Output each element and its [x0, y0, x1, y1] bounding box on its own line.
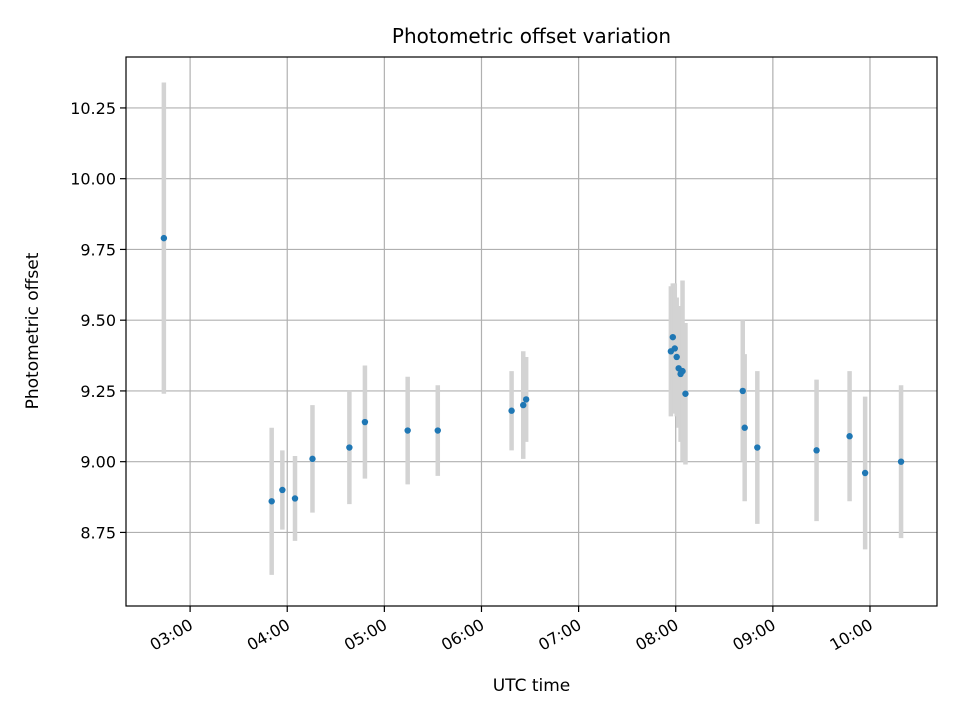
y-tick-label: 9.25	[80, 382, 116, 401]
data-point	[268, 498, 275, 505]
y-tick-label: 9.50	[80, 311, 116, 330]
data-point	[846, 433, 853, 440]
data-point	[671, 345, 678, 352]
plot-frame	[125, 56, 938, 607]
data-point	[669, 333, 677, 341]
x-axis-label: UTC time	[493, 676, 571, 696]
data-point	[861, 469, 869, 477]
data-points	[160, 234, 905, 505]
data-point	[520, 401, 527, 409]
data-point	[679, 367, 686, 375]
grid	[126, 57, 937, 606]
data-point	[434, 427, 441, 434]
data-point	[673, 353, 680, 361]
data-point	[361, 418, 369, 426]
y-axis-ticks: 8.75 9.00 9.25 9.50 9.75 10.00 10.25	[70, 99, 126, 542]
data-point	[508, 407, 515, 414]
y-tick-label: 8.75	[80, 523, 116, 542]
data-point	[897, 458, 905, 465]
data-point	[739, 387, 746, 395]
y-tick-label: 9.00	[80, 453, 116, 472]
data-point	[741, 424, 748, 431]
data-point	[404, 427, 411, 434]
data-point	[346, 444, 353, 451]
data-point	[160, 234, 168, 242]
y-axis-label: Photometric offset	[23, 252, 43, 409]
data-point	[813, 447, 820, 454]
y-tick-label: 10.25	[70, 99, 116, 118]
chart-title: Photometric offset variation	[392, 24, 671, 48]
data-point	[754, 444, 761, 451]
data-point	[279, 486, 286, 494]
data-point	[309, 455, 316, 463]
data-point	[522, 396, 530, 403]
data-point	[291, 495, 299, 502]
y-tick-label: 10.00	[70, 170, 116, 189]
data-point	[682, 390, 689, 397]
y-tick-label: 9.75	[80, 240, 116, 259]
